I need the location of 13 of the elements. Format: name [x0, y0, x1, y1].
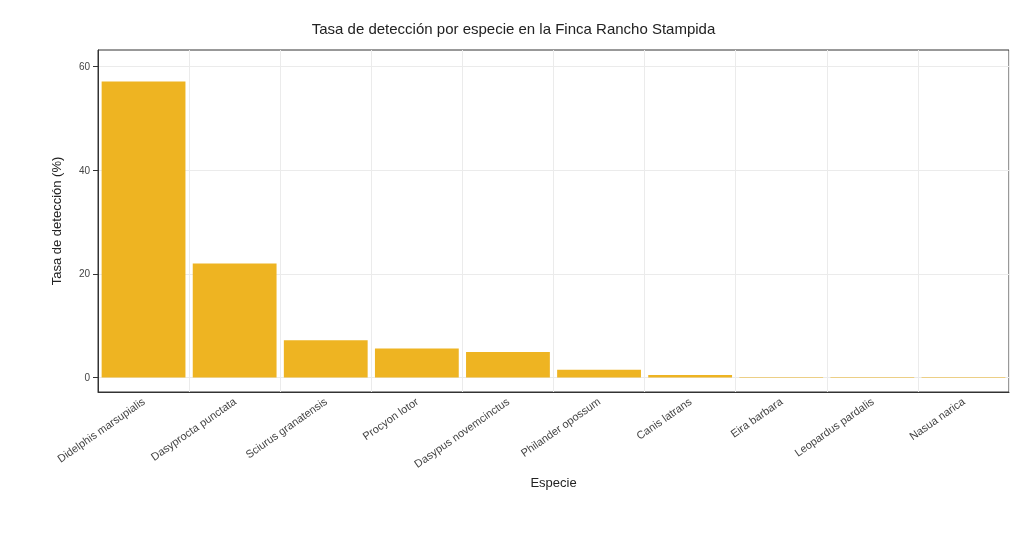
y-tick-label: 20	[78, 268, 91, 280]
bar	[283, 340, 368, 378]
x-axis-title: Especie	[530, 475, 577, 490]
y-tick-label: 60	[78, 61, 91, 73]
y-tick-label: 40	[78, 164, 91, 176]
bar	[374, 348, 459, 378]
bar	[466, 352, 550, 378]
bar	[101, 81, 186, 378]
y-axis-title: Tasa de detección (%)	[49, 156, 64, 286]
bar	[192, 263, 277, 378]
chart-title: Tasa de detección por especie en la Finca Rancho Stampida	[311, 20, 716, 37]
y-tick-label: 0	[84, 371, 91, 383]
bar	[557, 369, 641, 378]
